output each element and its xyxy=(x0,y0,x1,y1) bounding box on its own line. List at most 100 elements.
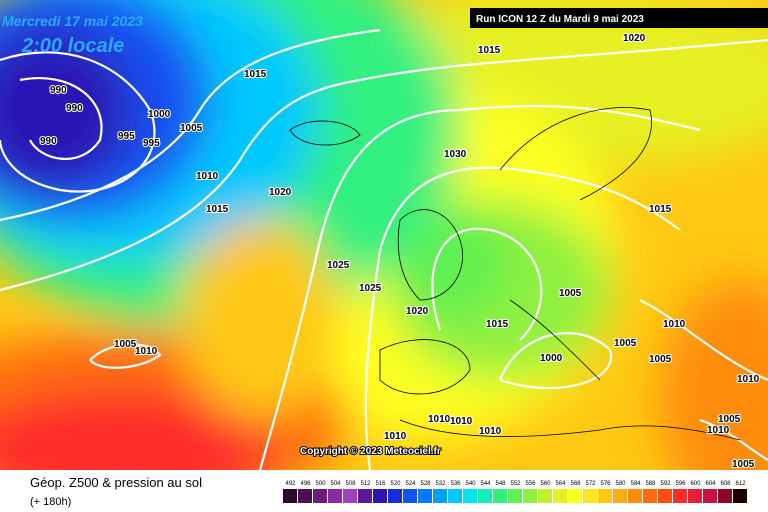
isobar-label: 1010 xyxy=(135,346,158,357)
scale-swatch xyxy=(463,489,477,503)
scale-swatch xyxy=(298,489,312,503)
scale-label: 568 xyxy=(570,481,581,487)
scale-swatch xyxy=(388,489,402,503)
scale-swatch xyxy=(508,489,522,503)
scale-swatch xyxy=(718,489,732,503)
isobar-label: 1010 xyxy=(737,374,760,385)
scale-label: 580 xyxy=(615,481,626,487)
scale-label: 524 xyxy=(405,481,416,487)
scale-swatch xyxy=(673,489,687,503)
isobar-label: 1005 xyxy=(649,354,672,365)
scale-label: 560 xyxy=(540,481,551,487)
footer-lead: (+ 180h) xyxy=(30,496,71,508)
scale-label: 572 xyxy=(585,481,596,487)
isobar-label: 1000 xyxy=(540,353,563,364)
isobar-label: 1020 xyxy=(406,306,429,317)
footer-title: Géop. Z500 & pression au sol xyxy=(30,475,202,490)
date: Mercredi 17 mai 2023 xyxy=(2,13,143,29)
isobar-label: 1010 xyxy=(428,414,451,425)
isobar-label: 1015 xyxy=(649,204,672,215)
scale-label: 552 xyxy=(510,481,521,487)
scale-label: 504 xyxy=(330,481,341,487)
isobar-label: 1000 xyxy=(148,109,171,120)
color-scale: 492 496 500 504 508 512 516 520 524 528 532 536 540 5… xyxy=(283,481,747,503)
isobar-label: 990 xyxy=(50,85,67,96)
isobar-label: 990 xyxy=(66,103,83,114)
scale-swatch xyxy=(478,489,492,503)
scale-label: 500 xyxy=(315,481,326,487)
isobar-label: 995 xyxy=(143,138,160,149)
isobars xyxy=(0,28,768,470)
scale-swatch xyxy=(553,489,567,503)
isobar-label: 1025 xyxy=(327,260,350,271)
scale-swatch xyxy=(568,489,582,503)
scale-label: 588 xyxy=(645,481,656,487)
scale-label: 596 xyxy=(675,481,686,487)
scale-swatch xyxy=(418,489,432,503)
isobar-label: 1015 xyxy=(486,319,509,330)
scale-label: 584 xyxy=(630,481,641,487)
scale-label: 532 xyxy=(435,481,446,487)
scale-swatch xyxy=(313,489,327,503)
scale-label: 604 xyxy=(705,481,716,487)
isobar-label: 1005 xyxy=(614,338,637,349)
isobar-label: 1010 xyxy=(450,416,473,427)
isobar-label: 1005 xyxy=(732,459,755,470)
isobar-label: 1015 xyxy=(206,204,229,215)
scale-swatch xyxy=(358,489,372,503)
scale-swatch xyxy=(283,489,297,503)
scale-label: 600 xyxy=(690,481,701,487)
isobar-label: 1010 xyxy=(384,431,407,442)
scale-label: 592 xyxy=(660,481,671,487)
isobar-label: 1025 xyxy=(359,283,382,294)
scale-swatch xyxy=(733,489,747,503)
copyright: Copyright © 2023 Meteociel.fr xyxy=(300,446,441,457)
scale-label: 608 xyxy=(720,481,731,487)
run-box xyxy=(470,8,768,28)
scale-label: 528 xyxy=(420,481,431,487)
isobar-label: 1005 xyxy=(114,339,137,350)
scale-swatch xyxy=(373,489,387,503)
isobar-label: 1005 xyxy=(559,288,582,299)
isobar-label: 1005 xyxy=(180,123,203,134)
scale-swatch xyxy=(343,489,357,503)
scale-swatch xyxy=(703,489,717,503)
scale-swatch xyxy=(328,489,342,503)
scale-label: 520 xyxy=(390,481,401,487)
scale-swatch xyxy=(403,489,417,503)
scale-swatch xyxy=(628,489,642,503)
isobar-label: 1010 xyxy=(479,426,502,437)
scale-swatch xyxy=(583,489,597,503)
scale-swatch xyxy=(598,489,612,503)
scale-label: 564 xyxy=(555,481,566,487)
scale-swatch xyxy=(433,489,447,503)
isobar-label: 1020 xyxy=(269,187,292,198)
isobar-label: 1030 xyxy=(444,149,467,160)
scale-label: 556 xyxy=(525,481,536,487)
isobar-label: 1010 xyxy=(196,171,219,182)
scale-swatch xyxy=(658,489,672,503)
scale-label: 544 xyxy=(480,481,491,487)
scale-label: 492 xyxy=(285,481,296,487)
run: Run ICON 12 Z du Mardi 9 mai 2023 xyxy=(476,14,644,25)
isobar-label: 990 xyxy=(40,136,57,147)
scale-label: 576 xyxy=(600,481,611,487)
scale-swatch xyxy=(643,489,657,503)
scale-swatch xyxy=(523,489,537,503)
scale-label: 548 xyxy=(495,481,506,487)
isobar-label: 1010 xyxy=(663,319,686,330)
isobar-label: 1015 xyxy=(244,69,267,80)
isobar-label: 1015 xyxy=(478,45,501,56)
scale-label: 516 xyxy=(375,481,386,487)
time: 2:00 locale xyxy=(21,35,124,57)
scale-label: 508 xyxy=(345,481,356,487)
isobar-label: 995 xyxy=(118,131,135,142)
scale-label: 536 xyxy=(450,481,461,487)
isobar-label: 1010 xyxy=(707,425,730,436)
scale-label: 612 xyxy=(735,481,746,487)
scale-swatch xyxy=(493,489,507,503)
